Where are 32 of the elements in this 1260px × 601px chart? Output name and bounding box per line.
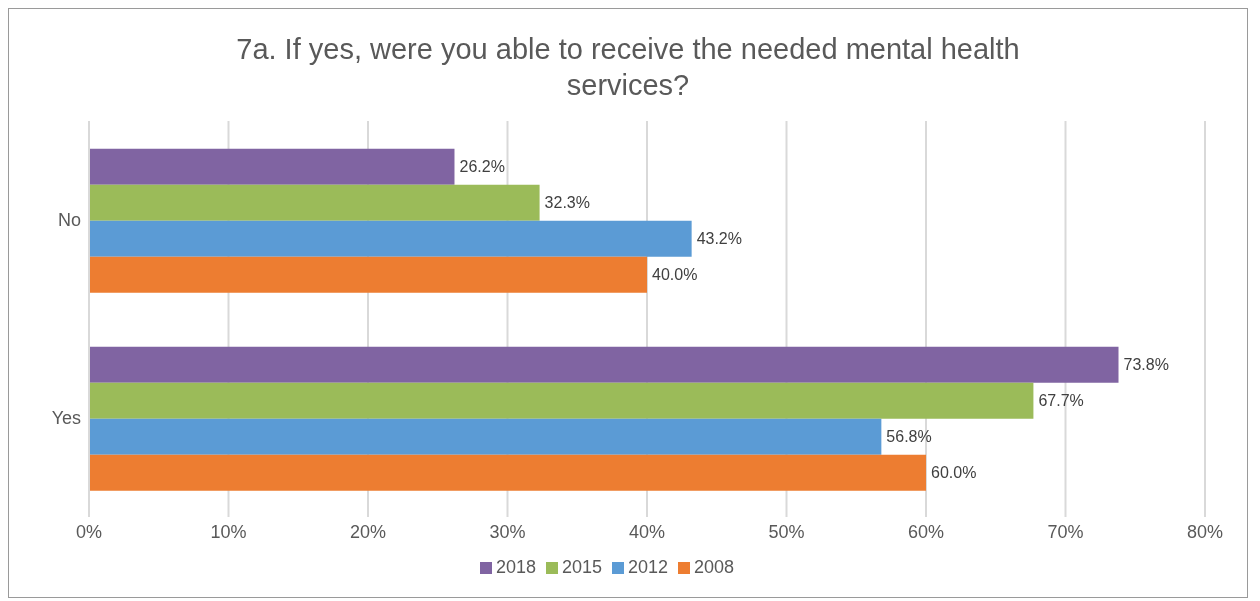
data-label: 56.8% [886,428,932,446]
legend-label: 2012 [628,557,669,577]
bar [89,382,1034,419]
x-tick-label: 10% [210,521,247,542]
x-tick-label: 20% [349,521,387,542]
data-label: 26.2% [459,158,505,176]
x-tick-label: 70% [1047,521,1084,542]
x-tick-label: 60% [907,521,945,542]
data-label: 32.3% [544,194,590,212]
y-tick-label: Yes [51,408,81,429]
legend-label: 2018 [495,557,536,577]
bar [89,184,540,221]
x-tick-label: 0% [75,521,103,542]
data-label: 43.2% [696,230,743,248]
data-label: 67.7% [1038,392,1084,410]
bar [89,220,692,257]
bar [89,346,1119,383]
bar [89,418,882,455]
data-label: 60.0% [931,464,977,482]
x-tick-label: 40% [628,521,666,542]
bar [89,454,926,491]
x-tick-label: 30% [489,521,526,542]
legend-label: 2008 [694,557,735,577]
data-label: 40.0% [652,266,698,284]
x-tick-label: 80% [1186,521,1224,542]
legend-label: 2015 [561,557,602,577]
data-label: 73.8% [1123,356,1169,374]
x-tick-label: 50% [768,521,805,542]
bar [89,148,455,185]
chart-title: 7a. If yes, were you able to receive the needed mental health services? [235,32,1021,103]
bar [89,256,647,293]
y-tick-label: No [57,210,81,231]
